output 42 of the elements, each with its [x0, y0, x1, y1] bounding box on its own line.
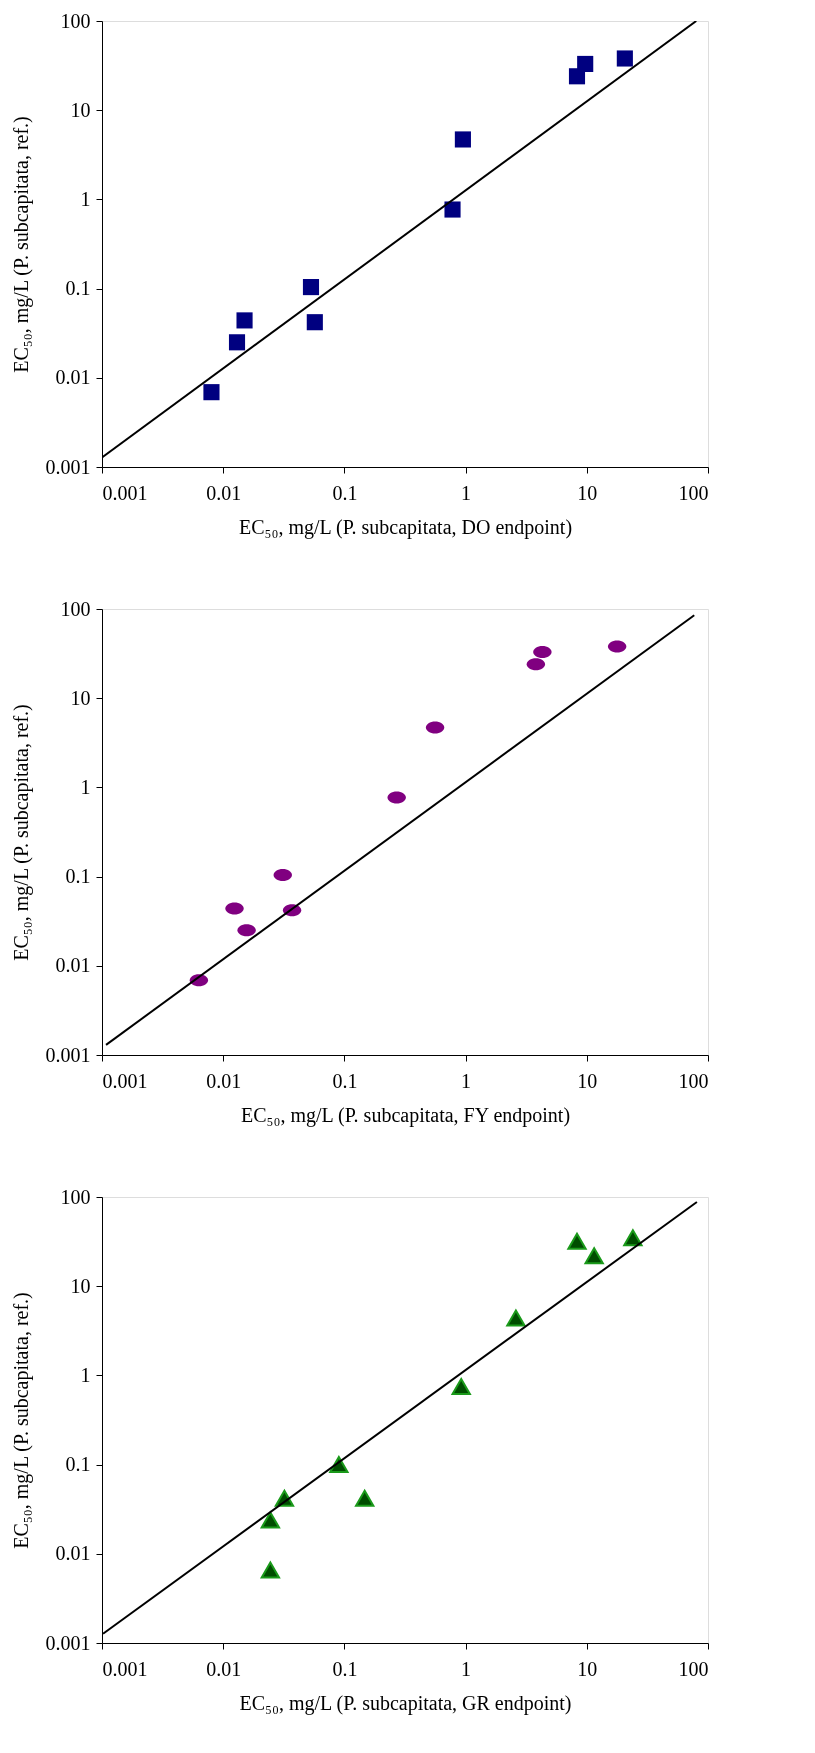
y-tick-label: 10	[70, 686, 91, 709]
x-tick-label: 100	[678, 1069, 709, 1092]
x-tick-label: 1	[461, 1069, 472, 1092]
x-tick-label: 0.1	[332, 1069, 358, 1092]
y-tick-label: 1	[80, 187, 91, 210]
x-tick-label: 10	[577, 1657, 598, 1680]
x-tick-label: 100	[678, 1657, 709, 1680]
y-tick-label: 0.1	[65, 865, 91, 888]
x-axis-title: EC₅₀, mg/L (P. subcapitata, DO endpoint)	[238, 515, 573, 539]
x-tick-label: 10	[577, 1069, 598, 1092]
y-tick-label: 0.01	[55, 954, 91, 977]
x-axis-title: EC₅₀, mg/L (P. subcapitata, GR endpoint)	[239, 1691, 572, 1715]
y-tick-label: 100	[60, 9, 91, 32]
y-tick-label: 10	[70, 1274, 91, 1297]
y-tick-label: 0.01	[55, 366, 91, 389]
x-axis-title: EC₅₀, mg/L (P. subcapitata, FY endpoint)	[240, 1103, 571, 1127]
y-tick-label: 0.001	[45, 1631, 91, 1654]
x-tick-label: 1	[461, 1657, 472, 1680]
x-tick-label: 0.01	[206, 1069, 242, 1092]
y-tick-label: 10	[70, 98, 91, 121]
x-tick-label: 0.1	[332, 1657, 358, 1680]
y-tick-label: 0.01	[55, 1542, 91, 1565]
y-axis-title: EC₅₀, mg/L (P. subcapitata, ref.)	[9, 704, 33, 961]
x-tick-label: 10	[577, 481, 598, 504]
y-tick-label: 1	[80, 1363, 91, 1386]
y-tick-label: 0.001	[45, 455, 91, 478]
y-axis-title: EC₅₀, mg/L (P. subcapitata, ref.)	[9, 116, 33, 373]
x-tick-label: 1	[461, 481, 472, 504]
x-tick-label: 0.001	[102, 481, 148, 504]
y-tick-label: 0.1	[65, 277, 91, 300]
y-tick-label: 1	[80, 775, 91, 798]
x-tick-label: 100	[678, 481, 709, 504]
y-tick-label: 0.001	[45, 1043, 91, 1066]
y-tick-label: 0.1	[65, 1453, 91, 1476]
x-tick-label: 0.01	[206, 481, 242, 504]
y-axis-title: EC₅₀, mg/L (P. subcapitata, ref.)	[9, 1292, 33, 1549]
y-tick-label: 100	[60, 1185, 91, 1208]
x-tick-label: 0.01	[206, 1657, 242, 1680]
y-tick-label: 100	[60, 597, 91, 620]
x-tick-label: 0.001	[102, 1657, 148, 1680]
x-tick-label: 0.001	[102, 1069, 148, 1092]
x-tick-label: 0.1	[332, 481, 358, 504]
